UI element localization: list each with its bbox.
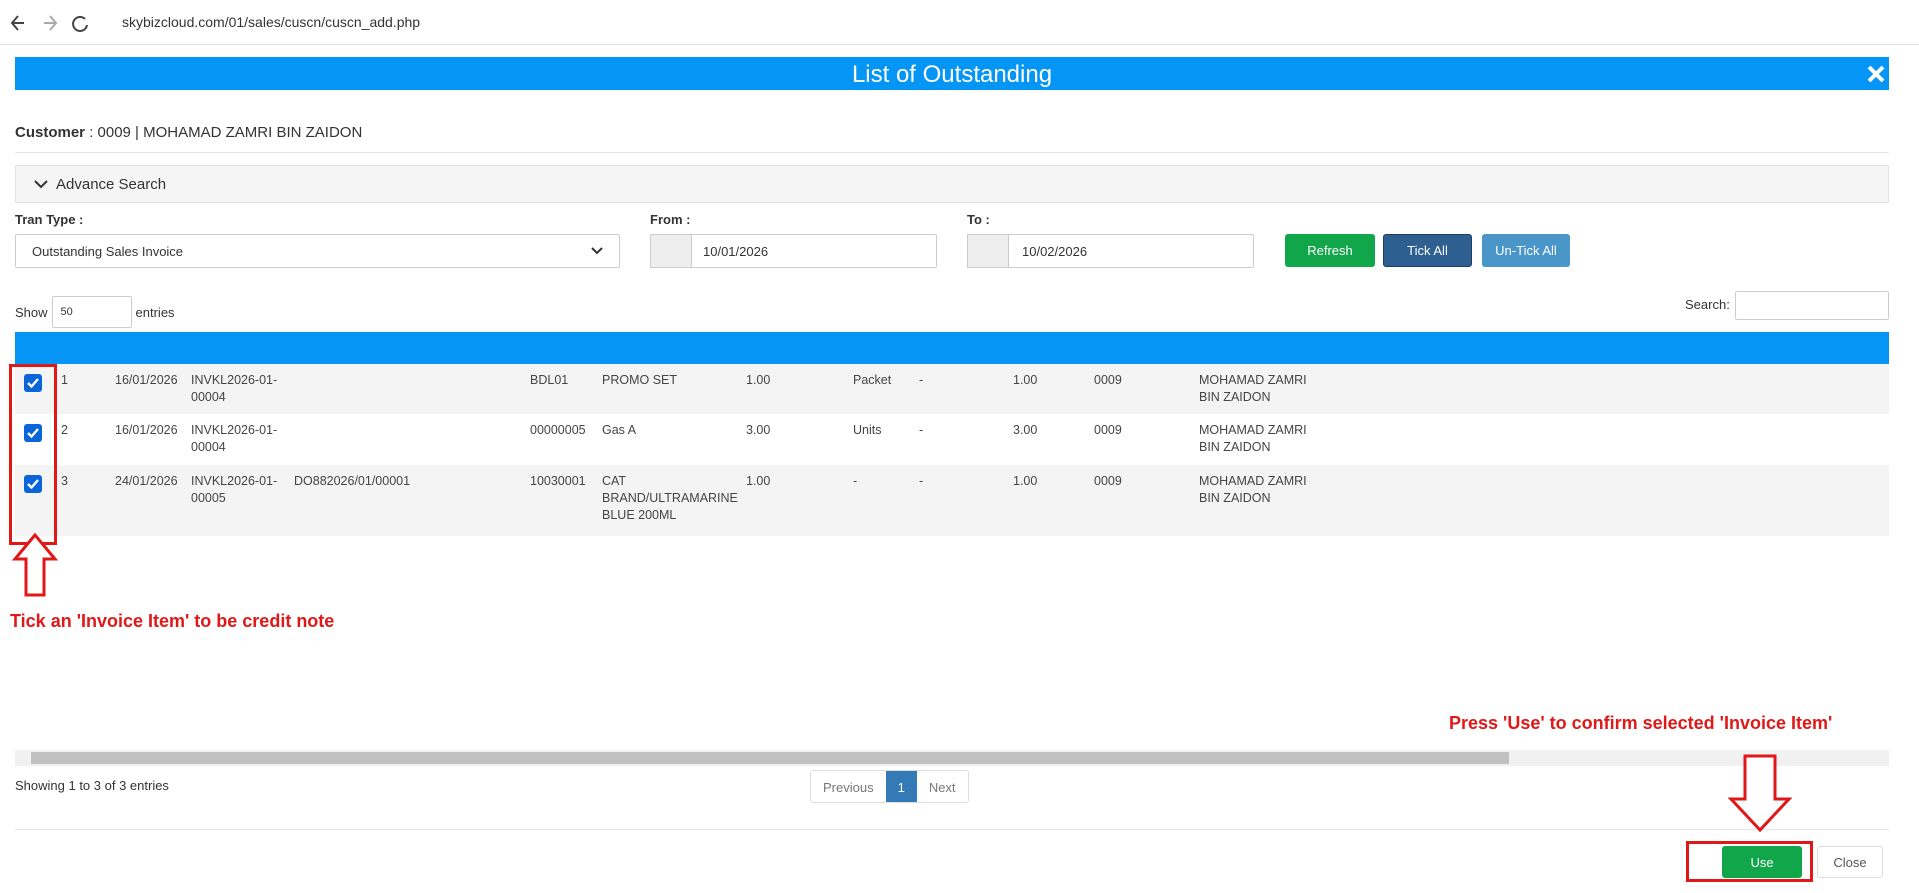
- checkbox[interactable]: [24, 475, 42, 493]
- cell: Units: [853, 423, 882, 437]
- arrow-down: [1728, 754, 1792, 833]
- cell: 3.00: [1013, 423, 1038, 437]
- cell: 16/01/2026: [115, 373, 178, 387]
- browser-bar: skybizcloud.com/01/sales/cuscn/cuscn_add…: [0, 0, 1919, 45]
- cell: -: [919, 474, 924, 488]
- search-label: Search:: [1685, 297, 1730, 312]
- cell: 1.00: [746, 373, 771, 387]
- cell: CAT BRAND/ULTRAMARINE BLUE 200ML: [602, 474, 738, 522]
- value: 10/02/2026: [1022, 243, 1088, 259]
- highlight-box: [1686, 841, 1813, 882]
- tran-type-select[interactable]: Outstanding Sales Invoice: [15, 234, 620, 268]
- cell: 10030001: [530, 474, 586, 488]
- annotation: Tick an 'Invoice Item' to be credit note: [10, 611, 335, 631]
- search-input[interactable]: [1735, 291, 1889, 320]
- checkbox[interactable]: [24, 424, 42, 442]
- text: entries: [135, 304, 175, 320]
- modal-title: List of Outstanding: [851, 61, 1053, 88]
- cell: MOHAMAD ZAMRI BIN ZAIDON: [1199, 423, 1307, 454]
- cell: Packet: [853, 373, 892, 387]
- value: Outstanding Sales Invoice: [32, 243, 184, 259]
- cell: Gas A: [602, 423, 637, 437]
- page[interactable]: 1: [885, 771, 917, 802]
- cell: 1: [61, 373, 68, 387]
- length: Show 50 entries: [15, 296, 175, 328]
- customer-value: : 0009 | MOHAMAD ZAMRI BIN ZAIDON: [89, 124, 363, 141]
- close-icon[interactable]: [1867, 65, 1885, 83]
- cell: 0009: [1094, 423, 1122, 437]
- calendar-icon: [967, 234, 1009, 268]
- cell: MOHAMAD ZAMRI BIN ZAIDON: [1199, 373, 1307, 404]
- table: NoDateDocument#Reference1#Reference2#Ite…: [15, 332, 1889, 536]
- cell: BDL01: [530, 373, 569, 387]
- customer-label: Customer: [15, 124, 86, 141]
- use-button[interactable]: Use: [1722, 846, 1802, 878]
- url[interactable]: skybizcloud.com/01/sales/cuscn/cuscn_add…: [122, 14, 421, 30]
- row-bg: [15, 364, 1889, 414]
- cell: 00000005: [530, 423, 586, 437]
- annotation: Press 'Use' to confirm selected 'Invoice…: [1449, 713, 1833, 733]
- prev[interactable]: Previous: [823, 780, 874, 795]
- scrollbar[interactable]: [15, 750, 1889, 766]
- value: 10/01/2026: [703, 243, 769, 259]
- from-date[interactable]: 10/01/2026: [650, 234, 937, 268]
- table-header: [15, 332, 1889, 364]
- cell: -: [919, 373, 924, 387]
- cell: INVKL2026-01-00004: [191, 423, 278, 454]
- cell: 1.00: [746, 474, 771, 488]
- divider: [15, 152, 1889, 153]
- cell: 3: [61, 474, 68, 488]
- divider: [15, 829, 1889, 830]
- info: Showing 1 to 3 of 3 entries: [15, 778, 169, 793]
- checkbox[interactable]: [24, 374, 42, 392]
- modal-header: List of Outstanding: [15, 57, 1889, 90]
- row-bg: [15, 465, 1889, 536]
- nav-icons[interactable]: [10, 12, 90, 34]
- arrow-up: [12, 533, 58, 597]
- cell: 0009: [1094, 373, 1122, 387]
- calendar-icon: [650, 234, 692, 268]
- cell: -: [919, 423, 924, 437]
- cell: 0009: [1094, 474, 1122, 488]
- cell: 2: [61, 423, 68, 437]
- cell: 1.00: [1013, 373, 1038, 387]
- cell: 16/01/2026: [115, 423, 178, 437]
- to-date[interactable]: 10/02/2026: [967, 234, 1254, 268]
- label: To :: [967, 212, 990, 227]
- cell: DO882026/01/00001: [294, 474, 411, 488]
- tick-all-button[interactable]: Tick All: [1383, 234, 1472, 267]
- length-select[interactable]: 50: [51, 296, 132, 328]
- cell: MOHAMAD ZAMRI BIN ZAIDON: [1199, 474, 1307, 505]
- close-button[interactable]: Close: [1817, 846, 1883, 878]
- cell: INVKL2026-01-00005: [191, 474, 278, 505]
- cell: 1.00: [1013, 474, 1038, 488]
- scroll-thumb[interactable]: [31, 752, 1509, 764]
- label: From :: [650, 212, 691, 227]
- cell: PROMO SET: [602, 373, 678, 387]
- cell: 24/01/2026: [115, 474, 178, 488]
- cell: -: [853, 474, 858, 488]
- text: Show: [15, 304, 48, 320]
- advance-search[interactable]: Advance Search: [15, 165, 1889, 203]
- advance-search-label: Advance Search: [56, 175, 167, 193]
- pagination: Previous 1 Next: [810, 770, 969, 803]
- untick-all-button[interactable]: Un-Tick All: [1482, 234, 1570, 267]
- highlight-box: [9, 364, 57, 545]
- refresh-button[interactable]: Refresh: [1285, 234, 1375, 267]
- cell: INVKL2026-01-00004: [191, 373, 278, 404]
- next[interactable]: Next: [928, 780, 956, 795]
- label: Tran Type :: [15, 212, 84, 227]
- customer: Customer : 0009 | MOHAMAD ZAMRI BIN ZAID…: [15, 124, 362, 141]
- cell: 3.00: [746, 423, 771, 437]
